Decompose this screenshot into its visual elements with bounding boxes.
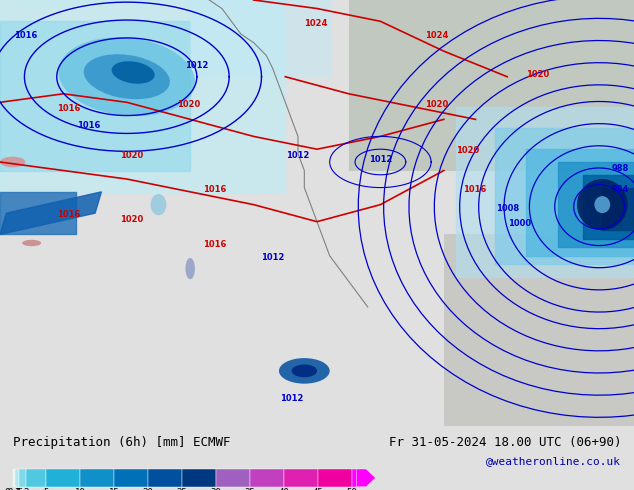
Text: 1020: 1020 [120, 215, 144, 223]
Text: 0.5: 0.5 [8, 488, 23, 490]
Text: 988: 988 [611, 164, 629, 172]
FancyBboxPatch shape [216, 469, 250, 487]
Text: 0.1: 0.1 [4, 488, 21, 490]
Ellipse shape [22, 240, 41, 246]
FancyBboxPatch shape [182, 469, 216, 487]
Text: 35: 35 [245, 488, 256, 490]
Text: 1012: 1012 [261, 253, 284, 262]
Ellipse shape [112, 61, 155, 84]
Text: 984: 984 [611, 185, 629, 194]
Text: Precipitation (6h) [mm] ECMWF: Precipitation (6h) [mm] ECMWF [13, 436, 230, 449]
Text: 1012: 1012 [280, 394, 303, 403]
FancyBboxPatch shape [13, 469, 15, 487]
Text: 10: 10 [75, 488, 86, 490]
Text: 1024: 1024 [425, 31, 448, 40]
Ellipse shape [58, 37, 195, 116]
Ellipse shape [595, 196, 610, 213]
Text: 15: 15 [108, 488, 119, 490]
Polygon shape [444, 234, 634, 426]
FancyBboxPatch shape [148, 469, 182, 487]
FancyBboxPatch shape [25, 469, 46, 487]
Text: 1016: 1016 [203, 185, 226, 194]
Ellipse shape [279, 358, 330, 384]
Text: 1016: 1016 [463, 185, 486, 194]
Text: 1008: 1008 [496, 204, 519, 213]
Text: 1020: 1020 [526, 70, 550, 79]
Text: 45: 45 [313, 488, 323, 490]
Ellipse shape [150, 194, 166, 215]
Text: 1000: 1000 [508, 219, 531, 228]
FancyBboxPatch shape [15, 469, 19, 487]
Ellipse shape [0, 157, 25, 167]
Polygon shape [0, 192, 101, 234]
Text: 30: 30 [210, 488, 221, 490]
Ellipse shape [84, 54, 170, 99]
Text: Fr 31-05-2024 18.00 UTC (06+90): Fr 31-05-2024 18.00 UTC (06+90) [389, 436, 621, 449]
FancyBboxPatch shape [80, 469, 114, 487]
Text: 1016: 1016 [203, 240, 226, 249]
FancyBboxPatch shape [19, 469, 25, 487]
Ellipse shape [185, 258, 195, 279]
FancyBboxPatch shape [284, 469, 318, 487]
Text: 1012: 1012 [185, 61, 208, 70]
Text: 1016: 1016 [57, 104, 81, 113]
Ellipse shape [292, 365, 317, 377]
Ellipse shape [577, 179, 628, 230]
Text: 1020: 1020 [425, 99, 448, 109]
Text: 1020: 1020 [178, 99, 201, 109]
Text: 20: 20 [143, 488, 153, 490]
Text: 1: 1 [16, 488, 22, 490]
FancyArrow shape [357, 469, 376, 487]
Text: 1012: 1012 [369, 155, 392, 164]
Text: 1016: 1016 [57, 210, 81, 220]
Polygon shape [349, 0, 634, 171]
FancyBboxPatch shape [250, 469, 284, 487]
Text: 40: 40 [278, 488, 289, 490]
Text: 1024: 1024 [304, 19, 328, 27]
Text: @weatheronline.co.uk: @weatheronline.co.uk [486, 456, 621, 466]
FancyBboxPatch shape [114, 469, 148, 487]
Text: 1016: 1016 [14, 31, 37, 40]
Text: 1020: 1020 [456, 147, 480, 155]
Text: 1016: 1016 [77, 121, 100, 130]
FancyBboxPatch shape [352, 469, 357, 487]
Text: 1020: 1020 [120, 151, 144, 160]
Text: 2: 2 [23, 488, 29, 490]
Text: 1012: 1012 [287, 151, 309, 160]
FancyBboxPatch shape [46, 469, 80, 487]
Text: 25: 25 [176, 488, 187, 490]
Text: 5: 5 [43, 488, 49, 490]
Text: 50: 50 [347, 488, 357, 490]
FancyBboxPatch shape [318, 469, 352, 487]
